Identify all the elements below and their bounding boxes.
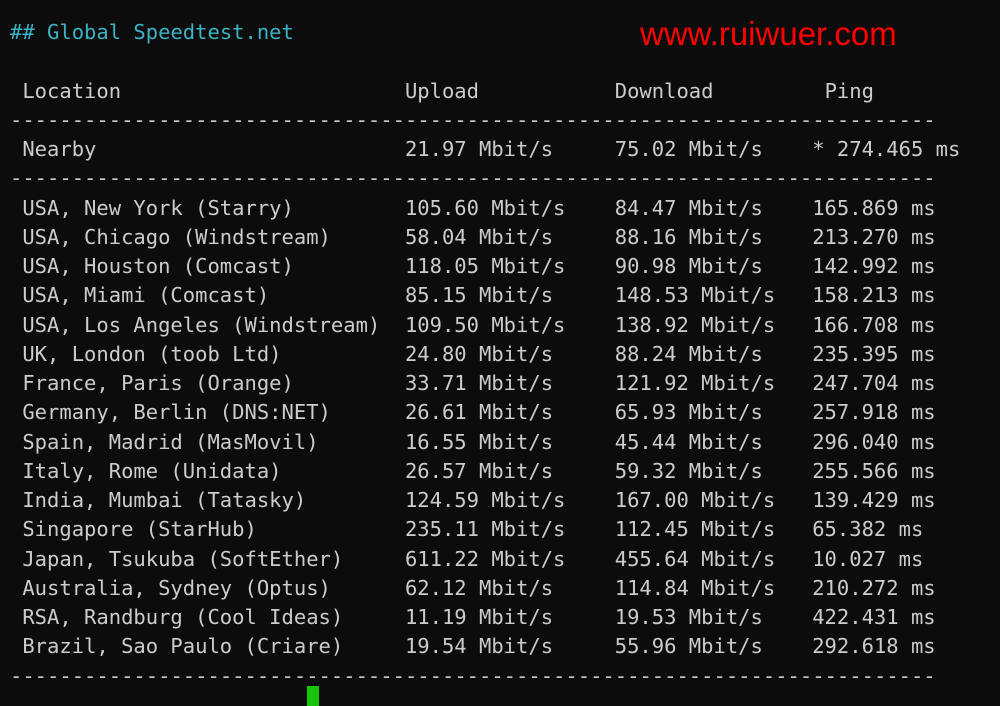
table-row: USA, Chicago (Windstream) 58.04 Mbit/s 88.… <box>10 223 936 252</box>
header-download: Download <box>614 78 714 103</box>
header-location: Location <box>22 78 122 103</box>
cell-upload: 33.71 Mbit/s <box>404 371 554 395</box>
cell-download: 88.24 Mbit/s <box>614 341 763 366</box>
table-header: Location Upload Download Ping <box>10 77 936 106</box>
table-row: Brazil, Sao Paulo (Criare) 19.54 Mbit/s 55… <box>10 632 936 661</box>
cell-download: 65.93 Mbit/s <box>614 400 763 425</box>
cell-location: India, Mumbai (Tatasky) <box>22 488 307 512</box>
cell-location: UK, London (toob Ltd) <box>22 341 282 366</box>
terminal-cursor <box>307 686 319 706</box>
header-ping: Ping <box>824 78 874 103</box>
cell-location: USA, Chicago (Windstream) <box>22 224 331 249</box>
table-row: USA, Houston (Comcast) 118.05 Mbit/s 90.98… <box>10 252 936 281</box>
header-upload: Upload <box>404 78 479 103</box>
separator: ----------------------------------------… <box>10 166 936 191</box>
cell-upload: 85.15 Mbit/s <box>404 283 554 308</box>
table-row: USA, Miami (Comcast) 85.15 Mbit/s 148.53 M… <box>10 281 936 310</box>
cell-ping: 235.395 ms <box>812 341 936 366</box>
cell-ping: 10.027 ms <box>812 546 924 571</box>
cell-upload: 235.11 Mbit/s <box>404 517 566 542</box>
cell-download: 112.45 Mbit/s <box>614 517 776 542</box>
terminal-output: ## Global Speedtest.net Location Upload … <box>10 18 960 691</box>
table-row: France, Paris (Orange) 33.71 Mbit/s 121.92… <box>10 369 936 398</box>
cell-download: 19.53 Mbit/s <box>614 605 763 629</box>
cell-upload: 124.59 Mbit/s <box>404 488 566 512</box>
cell-download: 148.53 Mbit/s <box>614 283 776 308</box>
cell-download: 90.98 Mbit/s <box>614 254 763 278</box>
cell-upload: 62.12 Mbit/s <box>404 575 554 600</box>
cell-location: USA, Houston (Comcast) <box>22 254 294 278</box>
cell-ping: 213.270 ms <box>812 224 936 249</box>
watermark: www.ruiwuer.com <box>640 15 897 52</box>
cell-ping: 142.992 ms <box>812 254 936 278</box>
table-row: USA, Los Angeles (Windstream) 109.50 Mbit… <box>10 311 936 340</box>
cell-download: 455.64 Mbit/s <box>614 546 776 571</box>
table-row: RSA, Randburg (Cool Ideas) 11.19 Mbit/s 19… <box>10 603 936 632</box>
cell-ping: 210.272 ms <box>812 575 936 600</box>
cell-location: USA, Miami (Comcast) <box>22 283 270 308</box>
cell-ping: 165.869 ms <box>812 195 936 220</box>
section-title: ## Global Speedtest.net <box>10 20 294 44</box>
cell-location: Germany, Berlin (DNS:NET) <box>22 400 331 425</box>
cell-upload: 109.50 Mbit/s <box>404 312 566 337</box>
cell-download: 121.92 Mbit/s <box>614 371 776 395</box>
separator: ----------------------------------------… <box>10 107 936 132</box>
cell-upload: 11.19 Mbit/s <box>404 605 554 629</box>
cell-download: 45.44 Mbit/s <box>614 429 763 454</box>
cell-upload: 58.04 Mbit/s <box>404 224 554 249</box>
nearby-upload: 21.97 Mbit/s <box>404 137 554 161</box>
cell-upload: 26.61 Mbit/s <box>404 400 554 425</box>
cell-ping: 65.382 ms <box>812 517 924 542</box>
cell-download: 167.00 Mbit/s <box>614 488 776 512</box>
cell-ping: 255.566 ms <box>812 458 936 483</box>
cell-ping: 292.618 ms <box>812 634 936 659</box>
nearby-ping: * 274.465 ms <box>812 137 961 161</box>
cell-download: 138.92 Mbit/s <box>614 312 776 337</box>
table-row: Singapore (StarHub) 235.11 Mbit/s 112.45 M… <box>10 515 936 544</box>
cell-upload: 118.05 Mbit/s <box>404 254 566 278</box>
cell-location: Spain, Madrid (MasMovil) <box>22 429 319 454</box>
table-row: USA, New York (Starry) 105.60 Mbit/s 84.47… <box>10 194 936 223</box>
cell-ping: 166.708 ms <box>812 312 936 337</box>
cell-location: Italy, Rome (Unidata) <box>22 458 282 483</box>
results-table: USA, New York (Starry) 105.60 Mbit/s 84.47… <box>10 194 936 662</box>
cell-location: Australia, Sydney (Optus) <box>22 575 331 600</box>
cell-location: Japan, Tsukuba (SoftEther) <box>22 546 344 571</box>
cell-upload: 16.55 Mbit/s <box>404 429 554 454</box>
cell-upload: 105.60 Mbit/s <box>404 195 566 220</box>
cell-ping: 247.704 ms <box>812 371 936 395</box>
nearby-location: Nearby <box>22 137 97 161</box>
nearby-row: Nearby 21.97 Mbit/s 75.02 Mbit/s * 274.4… <box>10 135 960 164</box>
cell-download: 84.47 Mbit/s <box>614 195 763 220</box>
cell-download: 88.16 Mbit/s <box>614 224 763 249</box>
cell-download: 114.84 Mbit/s <box>614 575 776 600</box>
cell-ping: 139.429 ms <box>812 488 936 512</box>
cell-location: Singapore (StarHub) <box>22 517 257 542</box>
table-row: Japan, Tsukuba (SoftEther) 611.22 Mbit/s 4… <box>10 545 936 574</box>
cell-upload: 24.80 Mbit/s <box>404 341 554 366</box>
cell-location: USA, New York (Starry) <box>22 195 294 220</box>
cell-location: USA, Los Angeles (Windstream) <box>22 312 381 337</box>
table-row: Italy, Rome (Unidata) 26.57 Mbit/s 59.32 M… <box>10 457 936 486</box>
cell-location: France, Paris (Orange) <box>22 371 294 395</box>
cell-ping: 296.040 ms <box>812 429 936 454</box>
cell-download: 59.32 Mbit/s <box>614 458 763 483</box>
cell-ping: 158.213 ms <box>812 283 936 308</box>
table-row: Australia, Sydney (Optus) 62.12 Mbit/s 114… <box>10 574 936 603</box>
cell-ping: 422.431 ms <box>812 605 936 629</box>
cell-ping: 257.918 ms <box>812 400 936 425</box>
separator: ----------------------------------------… <box>10 663 936 688</box>
cell-location: Brazil, Sao Paulo (Criare) <box>22 634 344 659</box>
table-row: Spain, Madrid (MasMovil) 16.55 Mbit/s 45.4… <box>10 428 936 457</box>
table-row: Germany, Berlin (DNS:NET) 26.61 Mbit/s 65.… <box>10 398 936 427</box>
cell-upload: 19.54 Mbit/s <box>404 634 554 659</box>
cell-location: RSA, Randburg (Cool Ideas) <box>22 605 344 629</box>
table-row: UK, London (toob Ltd) 24.80 Mbit/s 88.24 M… <box>10 340 936 369</box>
cell-upload: 26.57 Mbit/s <box>404 458 554 483</box>
cell-download: 55.96 Mbit/s <box>614 634 763 659</box>
nearby-download: 75.02 Mbit/s <box>614 137 763 161</box>
cell-upload: 611.22 Mbit/s <box>404 546 566 571</box>
table-row: India, Mumbai (Tatasky) 124.59 Mbit/s 167.… <box>10 486 936 515</box>
